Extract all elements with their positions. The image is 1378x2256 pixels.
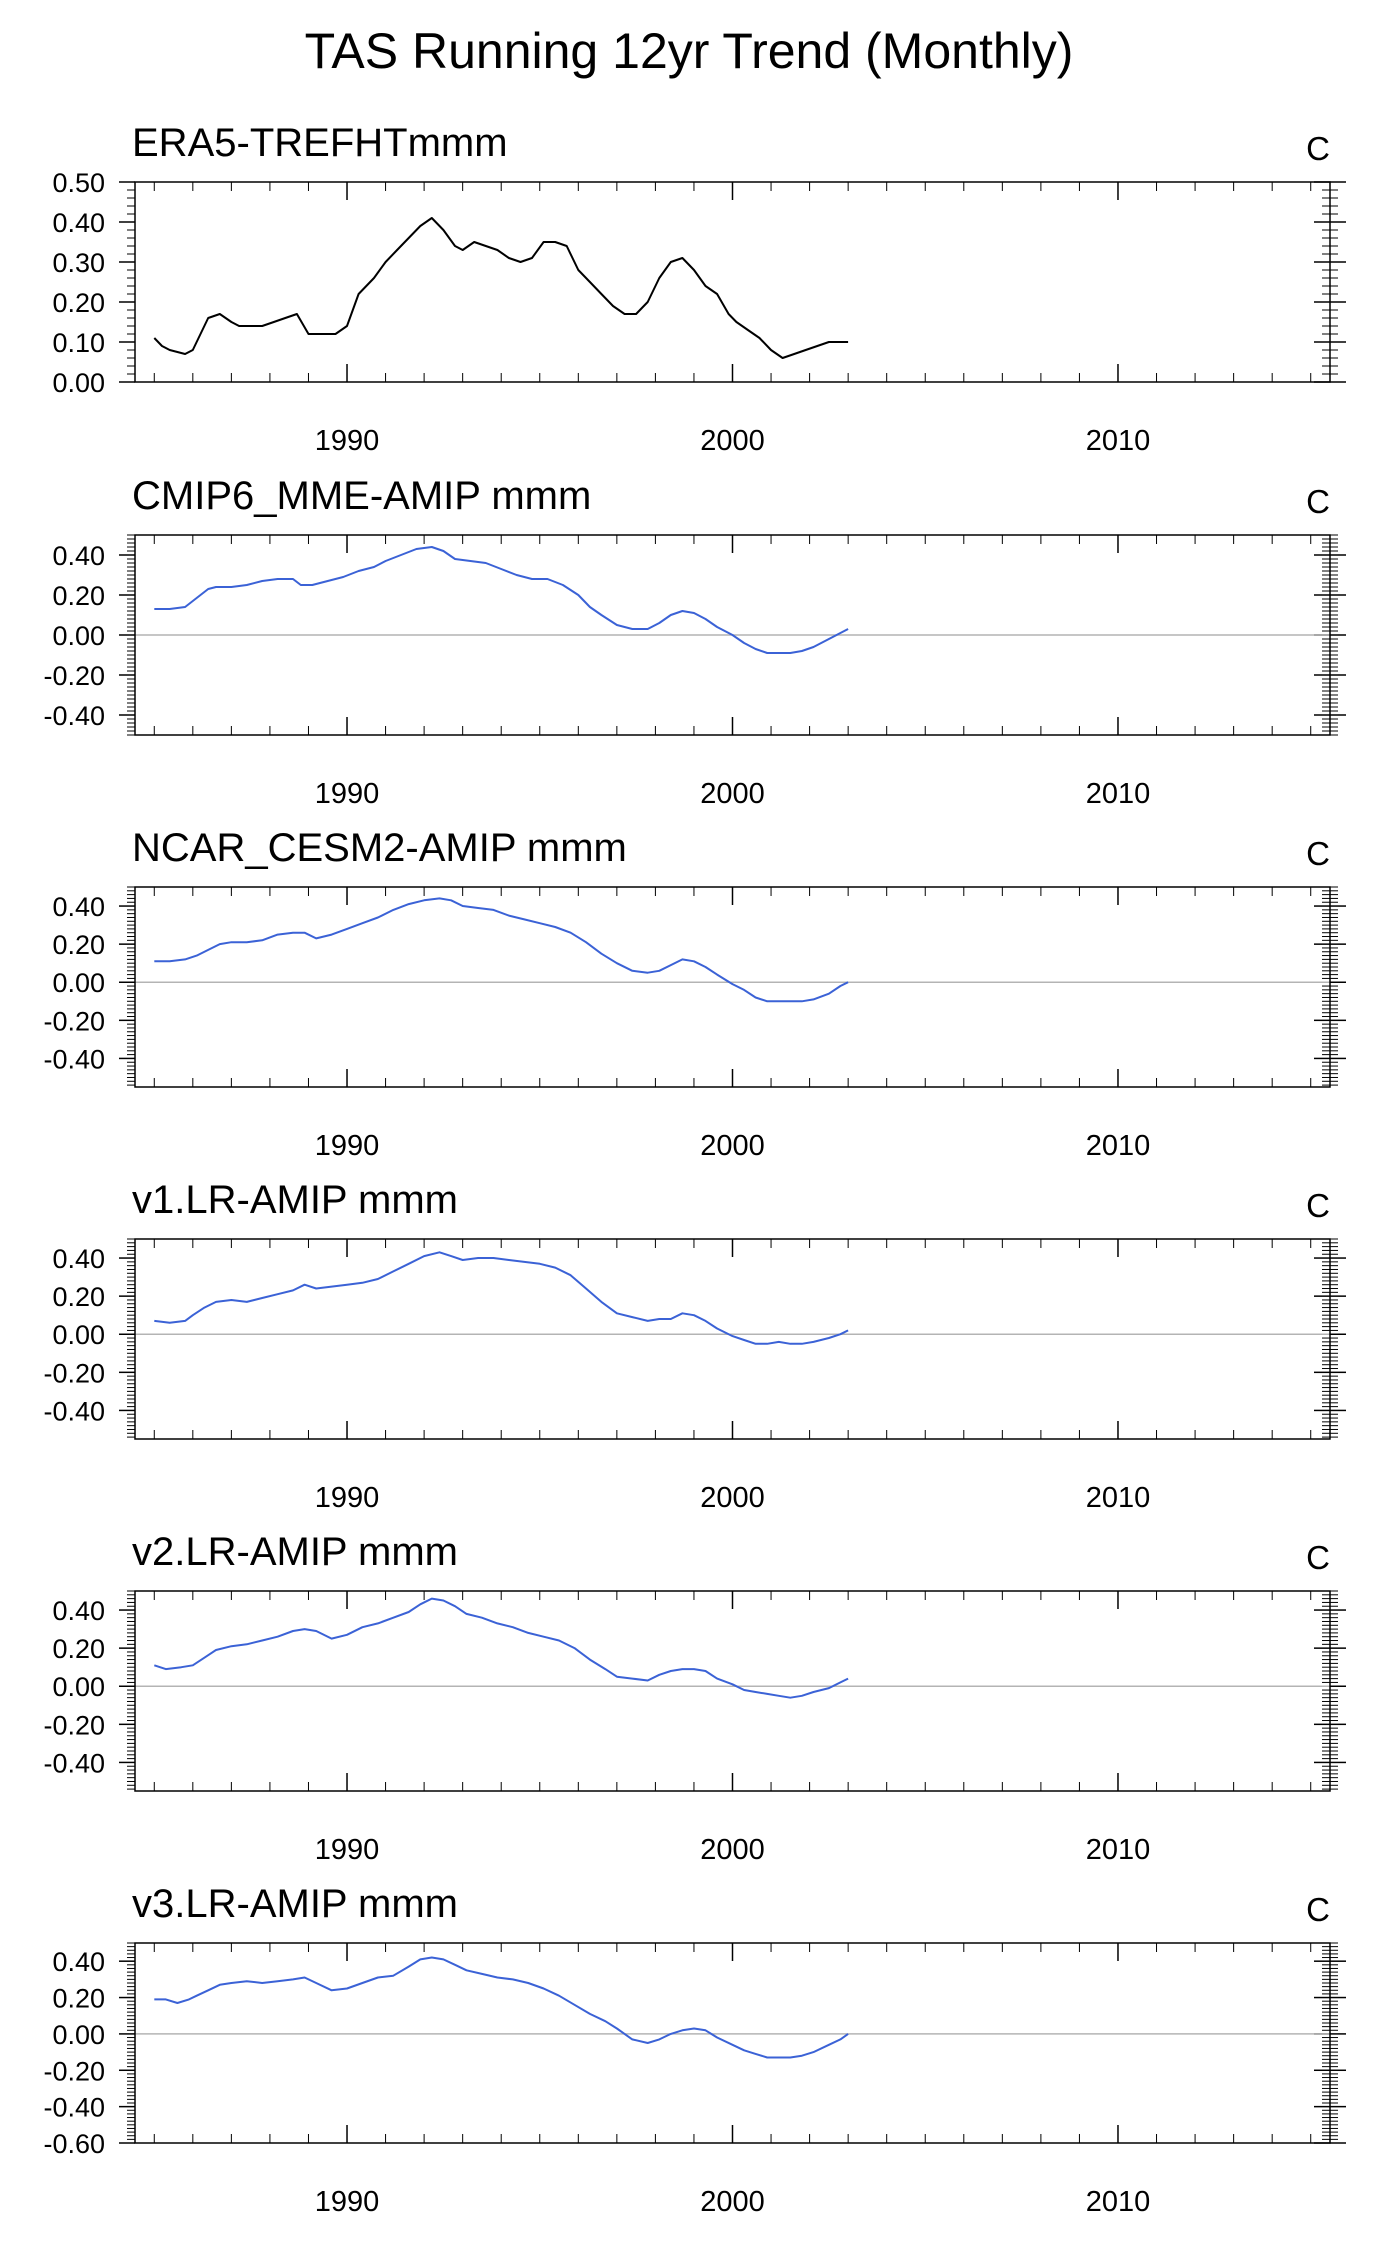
panel-4-y-tick-label: -0.20: [43, 1358, 105, 1388]
panel-2-frame: [134, 534, 1331, 736]
panel-1-x-tick-label: 1990: [315, 425, 380, 457]
panel-2-y-tick-label: 0.00: [52, 621, 105, 651]
panel-3-x-tick-label: 2000: [700, 1130, 765, 1162]
panel-6-x-tick-label: 1990: [315, 2186, 380, 2218]
panel-3-units: C: [1306, 835, 1330, 872]
panel-1-y-tick-label: 0.50: [52, 168, 105, 198]
panel-5-x-tick-label: 2000: [700, 1834, 765, 1866]
panel-4-x-tick-label: 1990: [315, 1482, 380, 1514]
panel-2-title: CMIP6_MME-AMIP mmm: [132, 474, 591, 518]
panel-2-x-tick-label: 1990: [315, 778, 380, 810]
panel-2-y-tick-label: 0.20: [52, 581, 105, 611]
panel-6-y-tick-label: 0.00: [52, 2020, 105, 2050]
panel-6-y-tick-label: -0.20: [43, 2056, 105, 2086]
panel-1-y-tick-label: 0.30: [52, 248, 105, 278]
panel-4-x-tick-label: 2000: [700, 1482, 765, 1514]
panel-5-frame: [134, 1590, 1331, 1792]
panel-6-series-line: [154, 1956, 849, 2059]
panel-4-title: v1.LR-AMIP mmm: [132, 1178, 458, 1222]
panel-6-y-tick-label: 0.20: [52, 1984, 105, 2014]
panel-6-title: v3.LR-AMIP mmm: [132, 1882, 458, 1926]
panel-5-y-tick-label: 0.20: [52, 1634, 105, 1664]
panel-4-units: C: [1306, 1187, 1330, 1224]
panel-2-y-tick-label: 0.40: [52, 541, 105, 571]
panel-1-y-tick-label: 0.10: [52, 328, 105, 358]
panel-4-y-tick-label: 0.40: [52, 1244, 105, 1274]
panel-4-y-tick-label: -0.40: [43, 1396, 105, 1426]
panel-2-series-line: [154, 546, 849, 654]
panel-3-frame: [134, 886, 1331, 1088]
panel-5-x-tick-label: 2010: [1086, 1834, 1151, 1866]
panel-3-x-tick-label: 2010: [1086, 1130, 1151, 1162]
panel-3-title: NCAR_CESM2-AMIP mmm: [132, 826, 627, 870]
panel-1-units: C: [1306, 130, 1330, 167]
panel-4-y-tick-label: 0.00: [52, 1320, 105, 1350]
panel-1-y-tick-label: 0.00: [52, 368, 105, 398]
panel-1-y-tick-label: 0.40: [52, 208, 105, 238]
panel-5-units: C: [1306, 1539, 1330, 1576]
panel-4-y-tick-label: 0.20: [52, 1282, 105, 1312]
panel-3-x-tick-label: 1990: [315, 1130, 380, 1162]
panel-2-units: C: [1306, 483, 1330, 520]
panel-1-y-tick-label: 0.20: [52, 288, 105, 318]
panel-5-title: v2.LR-AMIP mmm: [132, 1530, 458, 1574]
panel-5-y-tick-label: -0.40: [43, 1748, 105, 1778]
panel-4-series-line: [154, 1251, 849, 1345]
panel-2-y-tick-label: -0.20: [43, 661, 105, 691]
panel-1-series-line: [153, 217, 849, 359]
panel-6-y-tick-label: -0.60: [43, 2129, 105, 2159]
panel-6-units: C: [1306, 1891, 1330, 1928]
panel-3-series-line: [154, 897, 849, 1003]
panel-5-x-tick-label: 1990: [315, 1834, 380, 1866]
panel-5-y-tick-label: 0.40: [52, 1596, 105, 1626]
panel-3-y-tick-label: 0.00: [52, 968, 105, 998]
panel-2-x-tick-label: 2010: [1086, 778, 1151, 810]
panel-4-x-tick-label: 2010: [1086, 1482, 1151, 1514]
panel-5-y-tick-label: -0.20: [43, 1710, 105, 1740]
panel-1-frame: [134, 181, 1331, 383]
panel-2-x-tick-label: 2000: [700, 778, 765, 810]
panel-2-y-tick-label: -0.40: [43, 701, 105, 731]
panel-6-x-tick-label: 2000: [700, 2186, 765, 2218]
panel-6-y-tick-label: 0.40: [52, 1947, 105, 1977]
panel-3-y-tick-label: 0.40: [52, 892, 105, 922]
panel-5-y-tick-label: 0.00: [52, 1672, 105, 1702]
panel-6-y-tick-label: -0.40: [43, 2093, 105, 2123]
figure-title: TAS Running 12yr Trend (Monthly): [304, 23, 1074, 79]
panel-5-series-line: [153, 1597, 849, 1699]
panel-3-y-tick-label: -0.20: [43, 1006, 105, 1036]
panel-6-x-tick-label: 2010: [1086, 2186, 1151, 2218]
panel-4-frame: [134, 1238, 1331, 1440]
panel-6-frame: [134, 1942, 1331, 2144]
panel-1-title: ERA5-TREFHTmmm: [132, 121, 508, 165]
panel-3-y-tick-label: -0.40: [43, 1044, 105, 1074]
panel-3-y-tick-label: 0.20: [52, 930, 105, 960]
panel-1-x-tick-label: 2010: [1086, 425, 1151, 457]
panel-1-x-tick-label: 2000: [700, 425, 765, 457]
